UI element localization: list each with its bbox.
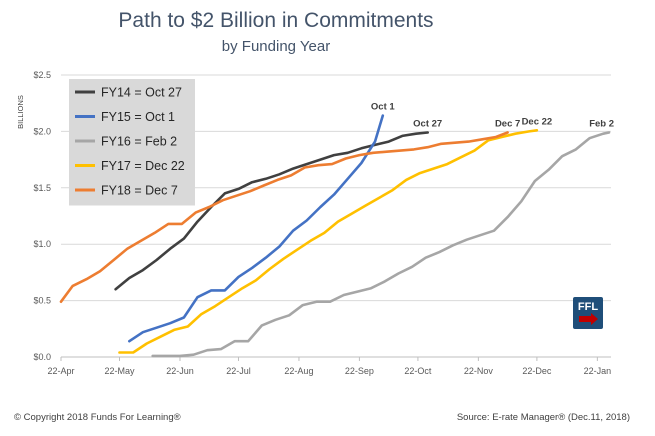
legend-label-2: FY16 = Feb 2 [101, 135, 177, 149]
x-tick-label: 22-Sep [345, 366, 374, 376]
chart-subtitle: by Funding Year [222, 38, 330, 55]
copyright-notice: © Copyright 2018 Funds For Learning® [14, 412, 181, 423]
end-label-1: Oct 1 [371, 102, 395, 113]
legend: FY14 = Oct 27 FY15 = Oct 1 FY16 = Feb 2 FY1… [69, 79, 195, 206]
legend-label-4: FY18 = Dec 7 [101, 184, 178, 198]
end-label-2: Feb 2 [589, 119, 614, 130]
chart-title: Path to $2 Billion in Commitments [118, 9, 433, 32]
series-line-3 [118, 129, 539, 354]
y-axis-label: BILLIONS [16, 95, 25, 129]
series-line-0 [114, 131, 430, 291]
series-line-1 [128, 114, 385, 343]
x-tick-label: 22-Jun [166, 366, 194, 376]
y-tick-label: $2.5 [33, 70, 51, 80]
series-line-4 [59, 131, 509, 304]
y-tick-label: $2.0 [33, 126, 51, 136]
x-tick-label: 22-Dec [522, 366, 552, 376]
ffl-logo: FFL [573, 297, 603, 329]
x-tick-label: 22-Jul [226, 366, 251, 376]
series-line-2 [151, 131, 611, 358]
x-tick-label: 22-Apr [47, 366, 74, 376]
y-tick-label: $0.5 [33, 296, 51, 306]
y-axis-ticks: $0.0 $0.5 $1.0 $1.5 $2.0 $2.5 [33, 70, 51, 362]
end-label-3: Dec 22 [522, 116, 553, 127]
y-tick-label: $1.5 [33, 183, 51, 193]
y-tick-label: $0.0 [33, 352, 51, 362]
x-tick-label: 22-Oct [404, 366, 432, 376]
y-tick-label: $1.0 [33, 239, 51, 249]
x-tick-label: 22-Aug [284, 366, 313, 376]
x-tick-label: 22-Nov [464, 366, 494, 376]
legend-label-3: FY17 = Dec 22 [101, 159, 185, 173]
x-tick-label: 22-May [105, 366, 136, 376]
end-label-4: Dec 7 [495, 119, 520, 130]
end-label-0: Oct 27 [413, 119, 442, 130]
legend-label-0: FY14 = Oct 27 [101, 86, 182, 100]
x-axis-ticks: 22-Apr 22-May 22-Jun 22-Jul 22-Aug 22-Sep 22-O… [47, 357, 611, 376]
legend-label-1: FY15 = Oct 1 [101, 110, 175, 124]
source-note: Source: E-rate Manager® (Dec.11, 2018) [456, 412, 630, 423]
series-lines [59, 114, 611, 358]
x-tick-label: 22-Jan [584, 366, 612, 376]
logo-text: FFL [578, 301, 598, 313]
